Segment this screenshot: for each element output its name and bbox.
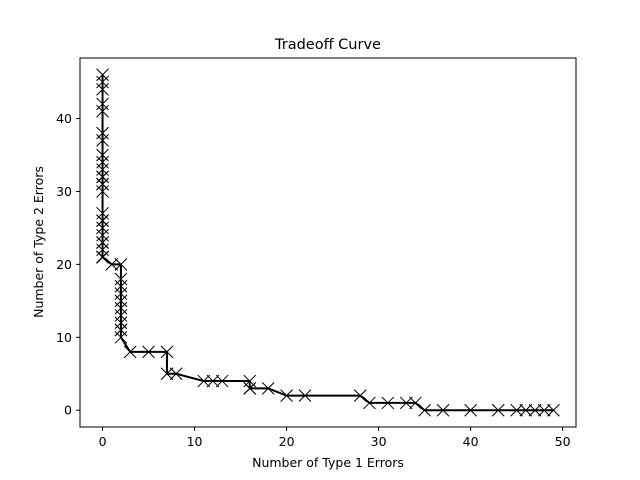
data-point-marker [537,403,551,417]
plot-marks [96,68,560,417]
x-axis-label: Number of Type 1 Errors [252,455,404,470]
data-point-marker [105,258,119,271]
data-point-marker [114,279,128,293]
data-point-marker [363,396,376,410]
data-point-marker [519,403,533,417]
data-point-marker [96,134,109,147]
x-tick-label: 20 [279,434,295,449]
y-tick-label: 20 [56,257,72,272]
y-tick-label: 30 [56,184,72,199]
y-tick-label: 0 [64,403,72,418]
data-point-marker [298,389,312,402]
data-point-marker [96,75,109,89]
x-tick-label: 40 [463,434,479,449]
data-point-marker [96,155,109,169]
data-point-marker [96,170,109,184]
data-point-marker [409,396,422,410]
x-axis-ticks: 0 10 20 30 40 50 [99,427,571,449]
data-point-marker [114,309,128,322]
data-point-marker [436,403,450,417]
data-point-marker [510,403,523,417]
data-point-marker [243,381,257,395]
data-point-marker [197,374,211,388]
y-axis-label: Number of Type 2 Errors [31,166,46,318]
x-tick-label: 50 [555,434,571,449]
data-point-marker [491,403,505,417]
y-tick-label: 10 [56,330,72,345]
data-point-marker [96,221,109,235]
x-tick-label: 10 [187,434,203,449]
data-point-marker [547,403,560,417]
data-point-marker [96,104,109,118]
data-point-marker [399,396,413,410]
data-point-marker [114,323,128,337]
data-point-marker [96,236,109,249]
data-point-marker [96,185,109,198]
data-point-marker [215,374,229,388]
data-point-marker [381,396,395,410]
data-point-marker [96,126,109,140]
data-point-marker [96,214,109,227]
data-point-marker [243,374,257,388]
data-point-marker [123,345,137,359]
data-point-marker [280,389,293,402]
data-point-marker [206,374,220,388]
data-point-marker [96,83,109,96]
data-point-marker [160,345,174,359]
data-point-marker [96,250,109,264]
data-point-marker [464,403,477,417]
data-point-marker [418,403,431,417]
data-point-marker [261,381,275,395]
data-point-marker [114,258,128,271]
data-point-marker [114,330,128,344]
data-point-marker [96,228,109,242]
data-point-marker [169,367,183,381]
x-tick-label: 30 [371,434,387,449]
chart-title: Tradeoff Curve [274,37,381,53]
y-tick-label: 40 [56,111,72,126]
data-point-marker [142,345,155,359]
plot-frame [79,57,577,428]
data-point-marker [528,403,542,417]
data-point-marker [96,97,109,111]
data-point-marker [353,389,367,402]
series-line [101,74,554,412]
x-tick-label: 0 [99,434,107,449]
y-axis-ticks: 0 10 20 30 40 [56,111,80,418]
data-point-marker [114,294,128,308]
data-point-marker [160,367,174,381]
